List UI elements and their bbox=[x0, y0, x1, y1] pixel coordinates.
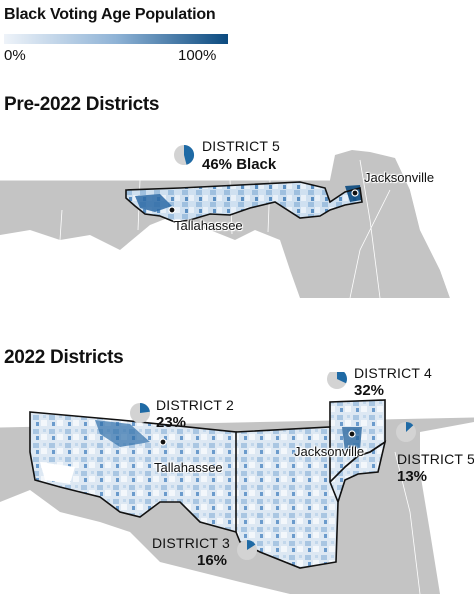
district-5-pie bbox=[174, 144, 195, 165]
city-label-tallahassee: Tallahassee bbox=[154, 460, 223, 475]
district-3-tract-shading bbox=[236, 427, 338, 568]
district-5-outline bbox=[125, 181, 363, 223]
legend-title: Black Voting Age Population bbox=[4, 6, 216, 23]
city-label-tallahassee: Tallahassee bbox=[174, 218, 243, 233]
map-2022 bbox=[0, 372, 474, 594]
map-pre-2022 bbox=[0, 144, 474, 298]
jacksonville-dot bbox=[351, 189, 359, 197]
land-area bbox=[0, 150, 450, 298]
district-5-share: 13% bbox=[397, 468, 428, 485]
district-5-tract-shading bbox=[330, 442, 385, 502]
district-2-label: DISTRICT 2 bbox=[156, 397, 234, 413]
district-5-label: DISTRICT 5 bbox=[397, 451, 474, 467]
district-5-pie bbox=[396, 422, 416, 442]
district-4-pie bbox=[327, 372, 347, 389]
district-5-label: DISTRICT 5 bbox=[202, 138, 280, 154]
district-3-share: 16% bbox=[197, 552, 228, 569]
district-5-tract-shading bbox=[126, 182, 362, 222]
district-4-label: DISTRICT 4 bbox=[354, 365, 432, 381]
district-5-share: 46% Black bbox=[202, 156, 277, 173]
district-3-pie bbox=[237, 540, 257, 560]
district-2-tract-shading bbox=[30, 412, 236, 532]
district-3-label: DISTRICT 3 bbox=[152, 535, 230, 551]
legend-color-ramp bbox=[4, 34, 228, 44]
district-2-share: 23% bbox=[156, 414, 187, 431]
district-2-pie bbox=[130, 403, 150, 423]
legend-min-label: 0% bbox=[4, 47, 26, 64]
map-title-pre-2022: Pre-2022 Districts bbox=[4, 94, 160, 115]
tallahassee-dot bbox=[168, 206, 176, 214]
tallahassee-dot bbox=[159, 438, 167, 446]
district-2-outline bbox=[29, 411, 237, 534]
district-5-outline bbox=[337, 440, 387, 503]
district-4-share: 32% bbox=[354, 382, 385, 399]
jacksonville-dot bbox=[348, 430, 356, 438]
city-label-jacksonville: Jacksonville bbox=[294, 444, 365, 459]
city-label-jacksonville: Jacksonville bbox=[364, 170, 435, 185]
legend-max-label: 100% bbox=[178, 47, 217, 64]
map-title-2022: 2022 Districts bbox=[4, 347, 124, 368]
